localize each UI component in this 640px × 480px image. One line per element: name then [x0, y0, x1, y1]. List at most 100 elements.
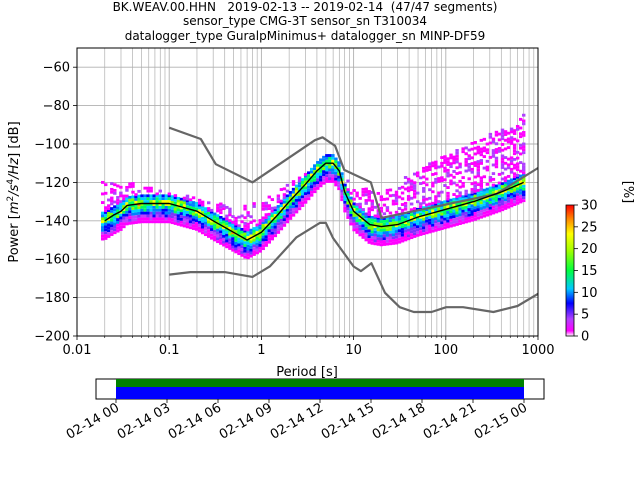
psd-cell	[458, 210, 462, 214]
psd-cell	[255, 223, 259, 227]
psd-cell	[367, 238, 371, 241]
psd-cell	[313, 184, 317, 188]
psd-cell	[297, 195, 302, 199]
psd-cell	[207, 220, 211, 224]
psd-cell	[367, 229, 371, 233]
psd-cell	[431, 223, 435, 227]
psd-cell	[131, 195, 135, 199]
psd-cell	[107, 232, 111, 236]
psd-cell	[497, 132, 502, 136]
psd-cell	[400, 222, 405, 226]
psd-cell	[455, 157, 459, 161]
psd-cell	[355, 228, 359, 231]
psd-cell	[476, 199, 480, 203]
psd-cell	[270, 225, 275, 229]
psd-cell	[328, 165, 332, 169]
psd-cell	[409, 179, 414, 183]
psd-cell	[207, 211, 211, 215]
psd-cell	[452, 175, 456, 179]
psd-cell	[470, 141, 474, 145]
psd-cell	[428, 230, 432, 234]
psd-cell	[267, 217, 271, 221]
psd-cell	[522, 193, 526, 197]
psd-cell	[234, 238, 238, 242]
psd-cell	[149, 203, 153, 206]
psd-cell	[110, 215, 114, 219]
psd-cell	[104, 206, 108, 210]
psd-cell	[316, 181, 320, 185]
psd-cell	[443, 209, 447, 212]
psd-cell	[222, 232, 226, 235]
psd-cell	[367, 210, 371, 214]
psd-cell	[491, 197, 496, 201]
psd-cell	[355, 225, 359, 229]
psd-cell	[491, 191, 496, 195]
psd-cell	[422, 214, 426, 218]
psd-cell	[276, 197, 281, 201]
psd-cell	[446, 199, 450, 203]
psd-cell	[322, 178, 326, 182]
psd-cell	[373, 222, 378, 226]
psd-cell	[131, 218, 135, 222]
psd-cell	[170, 209, 175, 213]
psd-cell	[452, 197, 456, 201]
psd-cell	[346, 179, 350, 183]
psd-cell	[164, 194, 169, 198]
psd-cell	[409, 218, 414, 222]
psd-cell	[470, 162, 474, 166]
psd-cell	[258, 241, 262, 245]
psd-cell	[406, 237, 411, 241]
psd-cell	[337, 167, 341, 170]
psd-cell	[101, 226, 105, 229]
psd-cell	[225, 228, 229, 231]
psd-cell	[385, 236, 390, 240]
psd-cell	[394, 190, 399, 194]
psd-cell	[134, 218, 138, 222]
psd-cell	[325, 180, 329, 183]
psd-cell	[479, 204, 484, 208]
psd-cell	[246, 236, 250, 239]
psd-cell	[382, 212, 387, 216]
psd-cell	[419, 205, 423, 209]
psd-cell	[400, 197, 405, 201]
psd-cell	[497, 172, 502, 176]
psd-cell	[461, 184, 465, 188]
psd-cell	[446, 213, 450, 217]
psd-cell	[243, 222, 247, 225]
psd-cell	[425, 228, 429, 232]
psd-cell	[155, 200, 159, 204]
psd-cell	[452, 193, 456, 196]
psd-cell	[297, 207, 302, 211]
psd-cell	[379, 243, 384, 247]
psd-cell	[134, 195, 138, 199]
psd-cell	[216, 237, 220, 241]
psd-cell	[443, 217, 447, 221]
psd-cell	[515, 150, 520, 154]
psd-cell	[319, 158, 323, 162]
psd-cell	[446, 219, 450, 223]
psd-cell	[385, 242, 390, 246]
psd-cell	[455, 195, 459, 198]
psd-cell	[509, 139, 514, 142]
psd-cell	[325, 174, 329, 178]
colorbar-label: [%]	[620, 181, 635, 204]
psd-cell	[143, 200, 147, 204]
psd-cell	[228, 238, 232, 242]
psd-cell	[225, 236, 229, 240]
psd-cell	[125, 188, 129, 192]
psd-cell	[376, 219, 381, 223]
psd-cell	[488, 209, 493, 213]
psd-cell	[104, 222, 108, 226]
psd-cell	[488, 141, 493, 145]
psd-cell	[334, 180, 338, 184]
psd-cell	[437, 216, 441, 220]
psd-cell	[346, 216, 350, 219]
psd-cell	[431, 181, 435, 185]
psd-cell	[131, 190, 135, 194]
psd-cell	[243, 216, 247, 220]
psd-cell	[116, 218, 120, 222]
psd-cell	[297, 192, 302, 196]
psd-cell	[110, 190, 114, 194]
psd-cell	[149, 211, 153, 215]
psd-cell	[158, 220, 162, 224]
